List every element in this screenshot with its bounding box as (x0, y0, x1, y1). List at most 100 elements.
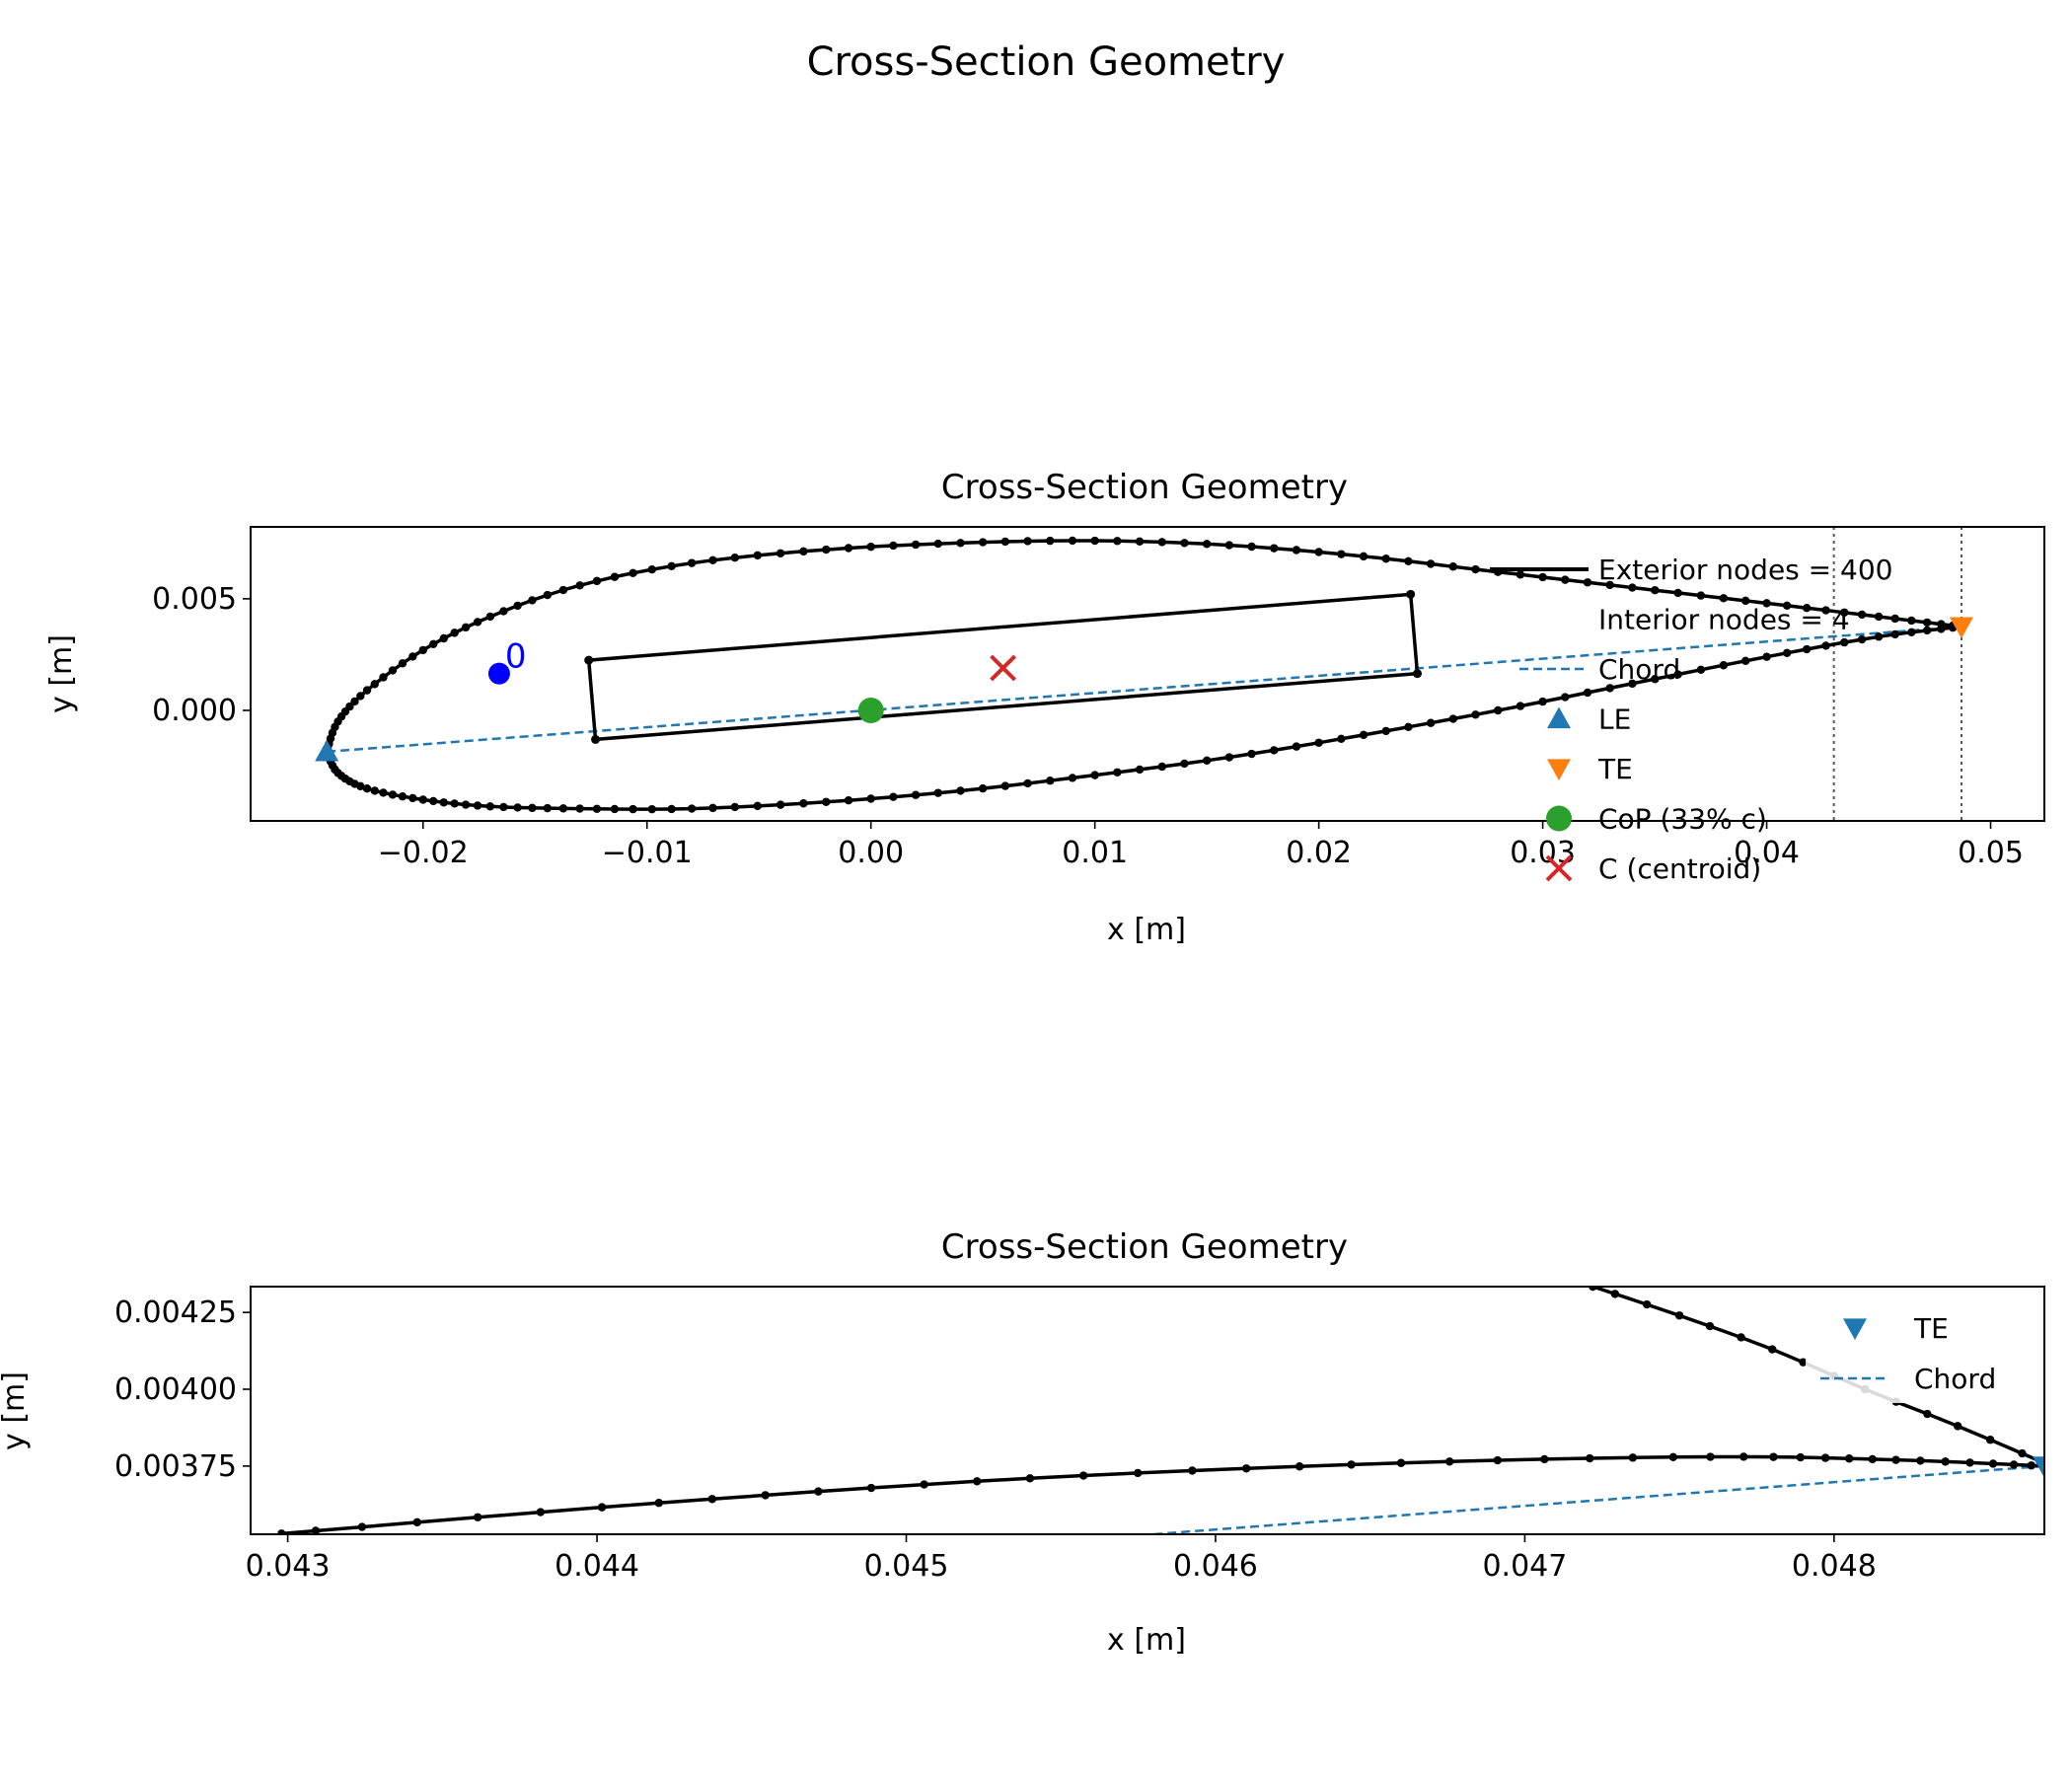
lower-surface-node (1180, 759, 1189, 769)
lower-surface-node (1471, 710, 1480, 719)
legend-entry-5-label: CoP (33% c) (1598, 803, 1767, 836)
upper-surface-node (379, 673, 388, 682)
lower-surface-node (1448, 714, 1458, 723)
lower-surface-node (461, 800, 471, 809)
x-tick-label: 0.01 (1062, 836, 1128, 870)
start-node-label: 0 (505, 637, 527, 677)
upper-surface-zoom-node (311, 1526, 321, 1534)
lower-surface-node (388, 790, 398, 799)
lower-surface-node (1046, 777, 1055, 785)
lower-surface-zoom-node (1799, 1358, 1808, 1367)
upper-surface-node (1157, 538, 1166, 547)
upper-surface-node (558, 585, 568, 595)
upper-surface-node (1270, 544, 1279, 553)
upper-surface-zoom-node (1540, 1454, 1549, 1464)
upper-surface-node (629, 568, 637, 578)
lower-surface-zoom-node (1737, 1333, 1745, 1342)
lower-surface-node (799, 799, 808, 808)
lower-surface-zoom-node (1767, 1345, 1777, 1354)
legend-entry-2-label: Chord (1598, 653, 1680, 686)
upper-surface-zoom-node (1628, 1453, 1638, 1462)
upper-surface-node (1224, 541, 1234, 550)
upper-surface-node (1762, 599, 1771, 608)
upper-surface-zoom-node (1396, 1458, 1406, 1467)
upper-surface-node (1719, 594, 1729, 603)
upper-surface-zoom-node (1706, 1452, 1715, 1461)
y-tick-label: 0.00375 (114, 1449, 237, 1484)
lower-surface-node (753, 801, 762, 811)
panel1-axes-frame (250, 526, 2045, 822)
upper-surface-node (1135, 537, 1145, 546)
upper-surface-node (1516, 570, 1525, 579)
lower-surface-node (1857, 634, 1867, 644)
upper-surface-node (1404, 556, 1413, 566)
lower-surface-node (1381, 726, 1390, 736)
panel2-y-axis-label: y [m] (0, 1371, 32, 1450)
legend-entry-0-swatch (1843, 1318, 1867, 1340)
legend-entry-4-label: TE (1597, 753, 1633, 785)
upper-surface-zoom-node (1078, 1471, 1088, 1480)
upper-surface-node (1337, 550, 1346, 558)
upper-surface-node (362, 686, 372, 695)
upper-surface-node (1359, 552, 1369, 561)
centroid-marker-b (990, 654, 1017, 682)
upper-surface-zoom-node (1941, 1457, 1950, 1466)
x-tick-label: 0.046 (1173, 1549, 1258, 1584)
upper-surface-zoom-node (973, 1477, 982, 1486)
x-tick-label: 0.04 (1734, 836, 1800, 870)
upper-surface-node (1292, 546, 1301, 555)
lower-surface-node (1673, 670, 1682, 679)
legend-entry-5-swatch (1546, 805, 1572, 832)
lower-surface-node (1696, 665, 1706, 675)
le-marker (315, 739, 339, 762)
upper-surface-node (687, 558, 697, 567)
lower-surface-node (398, 792, 407, 801)
upper-surface-node (866, 542, 875, 552)
upper-surface-zoom-node (814, 1487, 823, 1496)
chord-line-zoom (1153, 1464, 2044, 1534)
lower-surface-node (592, 804, 602, 813)
upper-surface-node (708, 555, 717, 564)
upper-surface-zoom-node (761, 1491, 770, 1500)
upper-surface-node (1802, 604, 1812, 613)
upper-surface-node (1874, 612, 1884, 622)
lower-surface-zoom-node (1923, 1409, 1932, 1419)
upper-surface-node (1471, 564, 1480, 574)
lower-surface-node (889, 792, 898, 801)
upper-surface-node (753, 551, 762, 560)
lower-surface-node (1821, 641, 1830, 650)
upper-surface-node (1538, 572, 1547, 582)
upper-surface-node (543, 590, 553, 600)
lower-surface-node (1494, 705, 1503, 715)
upper-surface-node (844, 544, 853, 553)
lower-surface-node (379, 788, 388, 797)
upper-surface-node (1782, 601, 1792, 611)
lower-surface-zoom-node (1642, 1299, 1652, 1309)
panel1-y-ticks: 0.000 0.005 (152, 582, 251, 728)
lower-surface-node (866, 794, 875, 803)
lower-surface-node (1314, 738, 1323, 747)
upper-surface-zoom-node (2027, 1461, 2035, 1470)
upper-surface-node (1000, 537, 1010, 547)
upper-surface-node (345, 702, 354, 711)
upper-surface-zoom-node (1295, 1462, 1304, 1471)
upper-surface-node (575, 581, 584, 590)
upper-surface-node (1628, 583, 1637, 592)
upper-surface-zoom-node (357, 1522, 367, 1531)
upper-surface-node (1673, 588, 1682, 598)
lower-surface-zoom-node (1954, 1422, 1962, 1431)
legend-entry-0-label: TE (1913, 1312, 1949, 1345)
upper-surface-zoom-node (1242, 1464, 1251, 1473)
upper-surface-zoom-node (1868, 1454, 1877, 1464)
start-node-marker (487, 662, 510, 685)
lower-surface-node (1907, 628, 1916, 637)
panel1-title: Cross-Section Geometry (941, 468, 1348, 507)
panel1-x-axis-label: x [m] (1107, 913, 1186, 947)
lower-surface-node (1426, 718, 1436, 727)
x-tick-label: −0.01 (602, 836, 693, 870)
upper-surface-node (1561, 575, 1570, 584)
interior-node (591, 734, 601, 744)
upper-surface-node (1583, 578, 1592, 587)
lower-surface-node (1404, 722, 1413, 732)
